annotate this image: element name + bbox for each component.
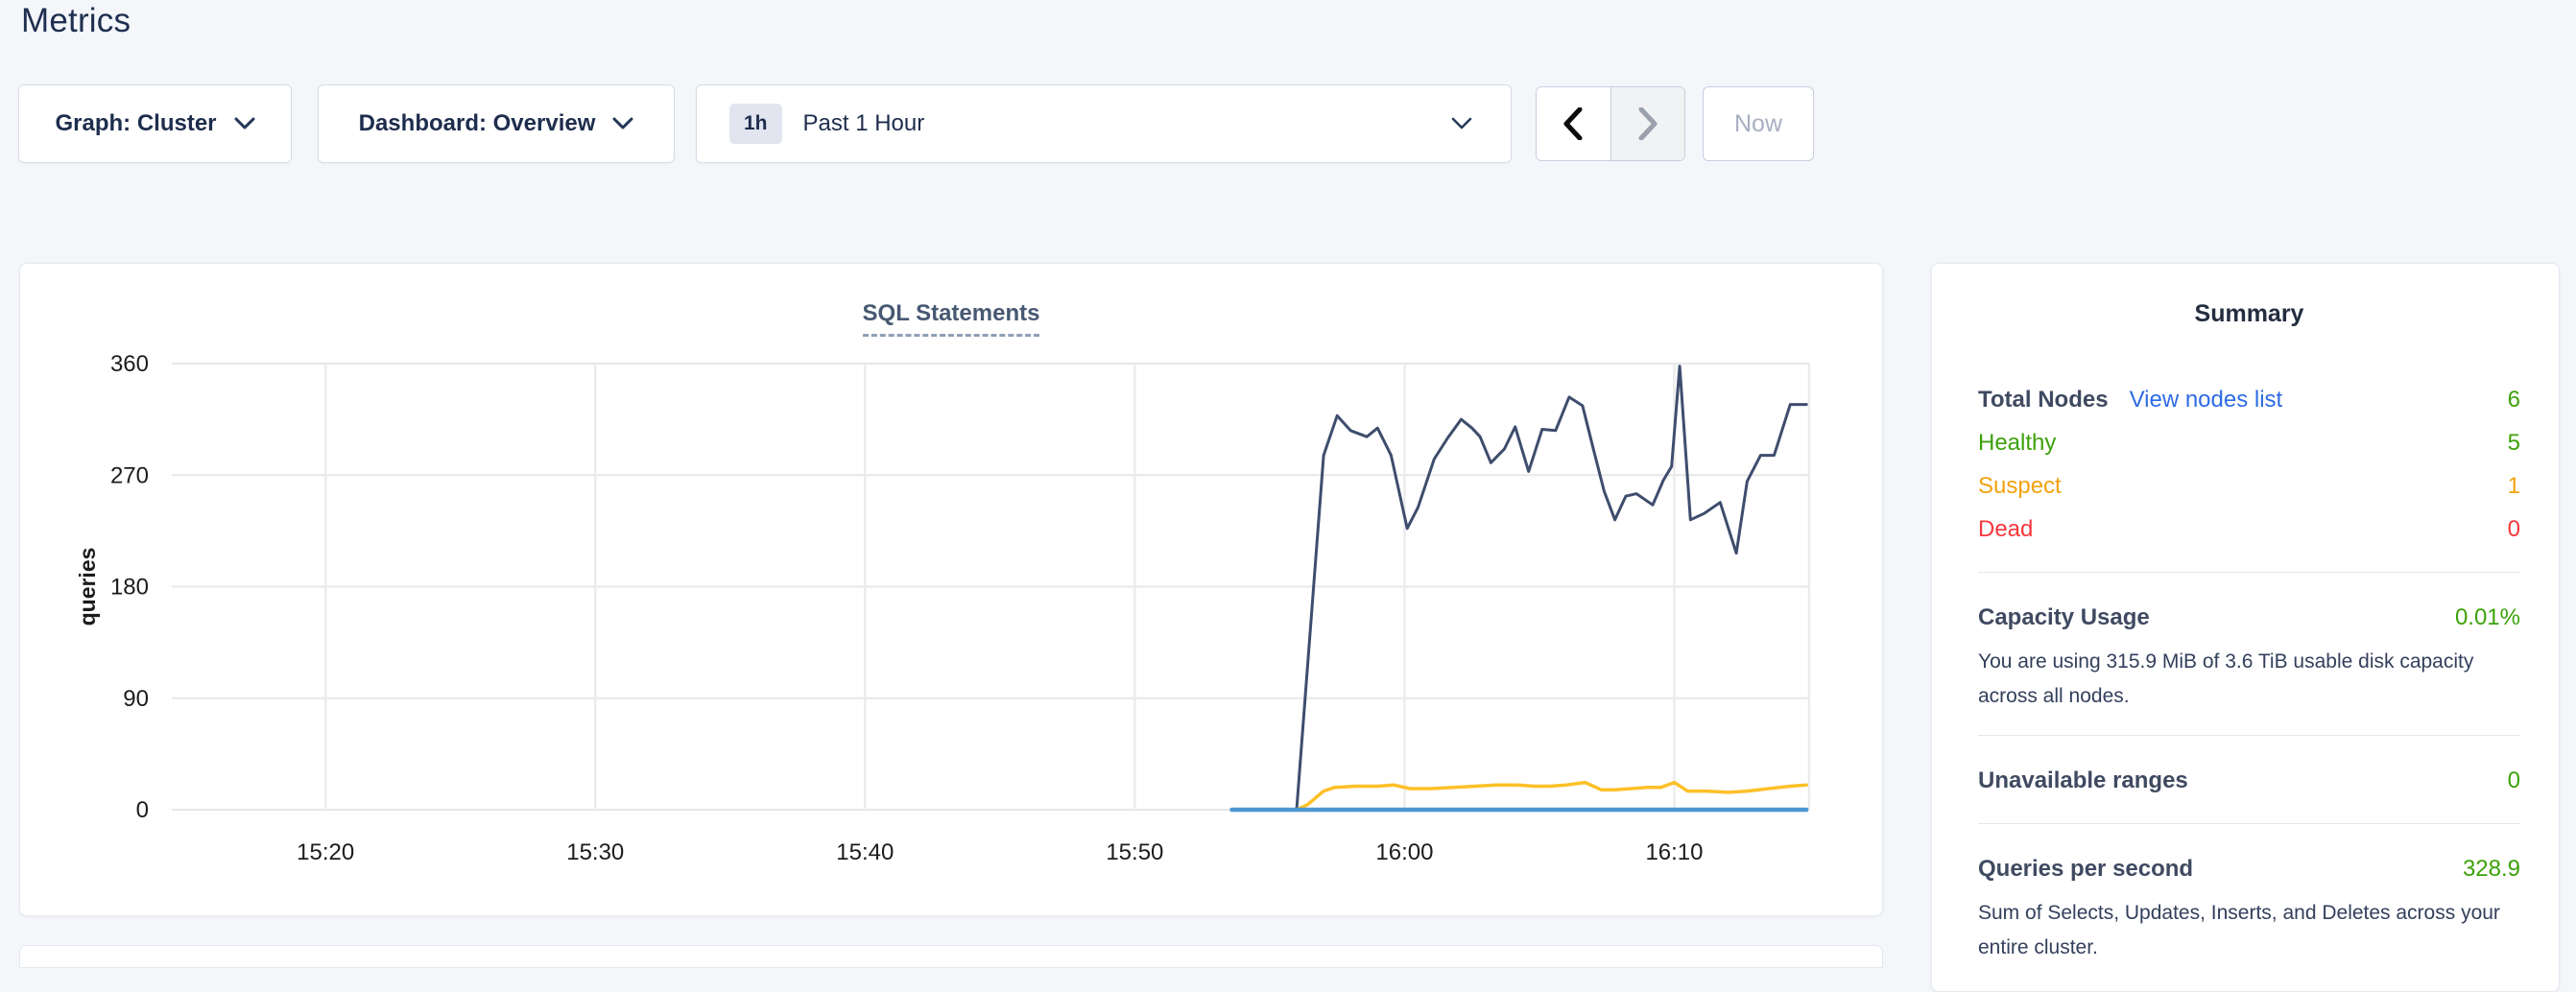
capacity-usage-label: Capacity Usage — [1978, 603, 2150, 630]
time-range-dropdown[interactable]: 1h Past 1 Hour — [696, 84, 1512, 163]
divider — [1978, 735, 2520, 736]
dashboard-selector-dropdown[interactable]: Dashboard: Overview — [318, 84, 675, 163]
svg-text:270: 270 — [110, 462, 149, 488]
healthy-nodes-row: Healthy 5 — [1978, 421, 2520, 464]
time-step-button-group — [1536, 86, 1685, 161]
chevron-right-icon — [1638, 107, 1658, 140]
suspect-value: 1 — [2507, 472, 2520, 499]
unavailable-ranges-row: Unavailable ranges 0 — [1978, 759, 2520, 802]
chevron-down-icon — [612, 117, 633, 130]
graph-selector-label: Graph: Cluster — [55, 110, 217, 136]
dashboard-selector-label: Dashboard: Overview — [358, 110, 596, 136]
svg-text:16:00: 16:00 — [1375, 839, 1433, 865]
sql-statements-chart-plot[interactable]: 0 90 180 270 360 15:20 15:30 15:40 15:50 16:00 16:… — [20, 264, 1882, 915]
svg-text:15:20: 15:20 — [297, 839, 354, 865]
suspect-nodes-row: Suspect 1 — [1978, 464, 2520, 508]
healthy-value: 5 — [2507, 429, 2520, 456]
page-title: Metrics — [21, 2, 131, 39]
capacity-usage-value: 0.01% — [2454, 603, 2520, 630]
chart-title[interactable]: SQL Statements — [862, 300, 1040, 337]
total-nodes-label: Total Nodes — [1978, 386, 2109, 413]
suspect-label: Suspect — [1978, 472, 2062, 499]
capacity-usage-description: You are using 315.9 MiB of 3.6 TiB usabl… — [1978, 650, 2474, 707]
total-nodes-row: Total Nodes View nodes list 6 — [1978, 378, 2520, 421]
svg-text:queries: queries — [75, 548, 100, 626]
next-time-button-disabled[interactable] — [1610, 87, 1684, 160]
svg-text:90: 90 — [123, 686, 149, 712]
svg-text:15:40: 15:40 — [836, 839, 894, 865]
queries-per-second-description: Sum of Selects, Updates, Inserts, and De… — [1978, 902, 2500, 958]
capacity-usage-row: Capacity Usage 0.01% — [1978, 596, 2520, 639]
summary-title: Summary — [2194, 300, 2304, 327]
queries-per-second-label: Queries per second — [1978, 855, 2194, 882]
time-range-label: Past 1 Hour — [802, 110, 925, 136]
previous-time-button[interactable] — [1537, 87, 1611, 160]
divider — [1978, 572, 2520, 573]
queries-per-second-row: Queries per second 328.9 — [1978, 847, 2520, 890]
svg-text:15:50: 15:50 — [1106, 839, 1163, 865]
chevron-down-icon — [1451, 117, 1472, 130]
divider — [1978, 823, 2520, 824]
svg-text:15:30: 15:30 — [566, 839, 624, 865]
chevron-down-icon — [234, 117, 255, 130]
now-button[interactable]: Now — [1703, 86, 1814, 161]
dead-label: Dead — [1978, 515, 2034, 542]
chevron-left-icon — [1563, 107, 1583, 140]
unavailable-ranges-value: 0 — [2507, 767, 2520, 793]
dead-nodes-row: Dead 0 — [1978, 508, 2520, 551]
unavailable-ranges-label: Unavailable ranges — [1978, 767, 2188, 793]
dead-value: 0 — [2507, 515, 2520, 542]
svg-text:16:10: 16:10 — [1645, 839, 1703, 865]
next-chart-card-edge — [19, 945, 1883, 968]
svg-text:180: 180 — [110, 575, 149, 601]
graph-selector-dropdown[interactable]: Graph: Cluster — [18, 84, 292, 163]
summary-panel: Summary Total Nodes View nodes list 6 He… — [1931, 263, 2560, 992]
healthy-label: Healthy — [1978, 429, 2057, 456]
total-nodes-value: 6 — [2507, 386, 2520, 413]
view-nodes-list-link[interactable]: View nodes list — [2129, 386, 2283, 413]
svg-text:0: 0 — [136, 797, 149, 823]
queries-per-second-value: 328.9 — [2462, 855, 2520, 882]
svg-text:360: 360 — [110, 351, 149, 377]
time-range-badge: 1h — [729, 104, 782, 144]
metrics-page: Metrics Graph: Cluster Dashboard: Overvi… — [18, 2, 2560, 992]
sql-statements-chart-card: SQL Statements 0 90 180 270 360 15:20 15:30 15:… — [19, 263, 1883, 916]
